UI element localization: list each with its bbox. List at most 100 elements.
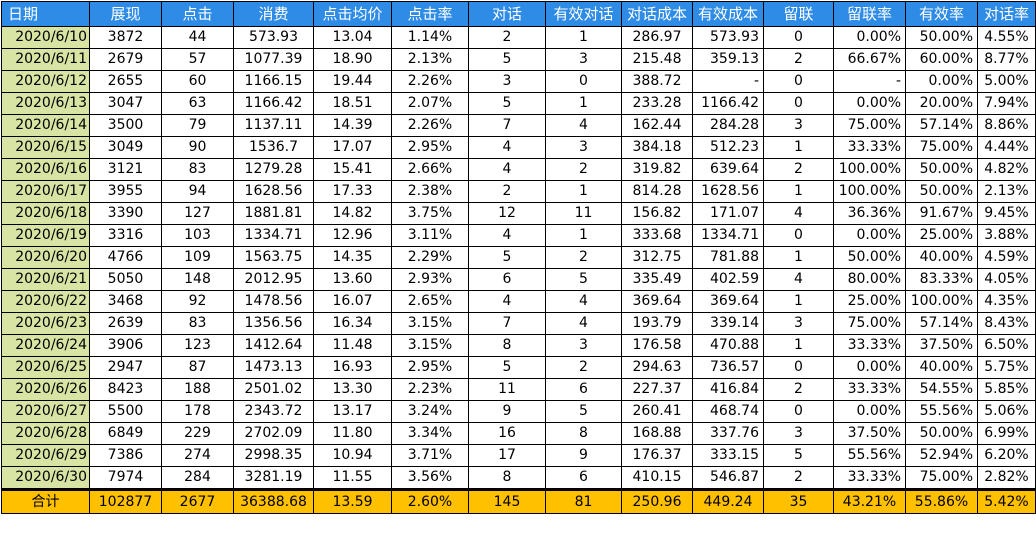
cell-spend: 2012.95	[233, 268, 314, 291]
cell-ctr: 2.23%	[391, 378, 469, 401]
cell-chat-rate: 8.77%	[977, 48, 1036, 71]
cell-chats: 9	[468, 400, 546, 423]
cell-avg-cpc: 13.60	[313, 268, 392, 291]
cell-date: 2020/6/14	[1, 114, 90, 137]
cell-impressions: 2679	[89, 48, 162, 71]
cell-chats: 5	[468, 246, 546, 269]
cell-impressions: 3955	[89, 180, 162, 203]
cell-chat-cost: 260.41	[621, 400, 693, 423]
cell-valid-rate: 57.14%	[905, 312, 978, 335]
total-cell-clicks: 2677	[161, 488, 234, 514]
cell-avg-cpc: 13.17	[313, 400, 392, 423]
cell-valid-cost: 416.84	[692, 378, 764, 401]
cell-ctr: 2.38%	[391, 180, 469, 203]
cell-valid-cost: 402.59	[692, 268, 764, 291]
cell-impressions: 2655	[89, 70, 162, 93]
cell-ctr: 2.07%	[391, 92, 469, 115]
cell-date: 2020/6/19	[1, 224, 90, 247]
cell-impressions: 3121	[89, 158, 162, 181]
total-cell-avg-cpc: 13.59	[313, 488, 392, 514]
cell-leads: 0	[763, 400, 834, 423]
cell-chats: 17	[468, 444, 546, 467]
table-row: 2020/6/12 2655 60 1166.15 19.44 2.26% 3 0 388.72…	[1, 70, 1036, 93]
cell-valid-rate: 83.33%	[905, 268, 978, 291]
cell-ctr: 3.24%	[391, 400, 469, 423]
cell-valid-chats: 5	[545, 400, 622, 423]
cell-date: 2020/6/15	[1, 136, 90, 159]
cell-chat-cost: 333.68	[621, 224, 693, 247]
cell-lead-rate: -	[833, 70, 906, 93]
cell-valid-rate: 0.00%	[905, 70, 978, 93]
cell-valid-rate: 75.00%	[905, 136, 978, 159]
cell-avg-cpc: 10.94	[313, 444, 392, 467]
cell-valid-rate: 25.00%	[905, 224, 978, 247]
cell-date: 2020/6/16	[1, 158, 90, 181]
cell-date: 2020/6/29	[1, 444, 90, 467]
cell-chats: 2	[468, 180, 546, 203]
cell-spend: 1412.64	[233, 334, 314, 357]
cell-lead-rate: 25.00%	[833, 290, 906, 313]
cell-date: 2020/6/28	[1, 422, 90, 445]
table-row: 2020/6/16 3121 83 1279.28 15.41 2.66% 4 2 319.82…	[1, 158, 1036, 181]
cell-valid-rate: 75.00%	[905, 466, 978, 490]
cell-ctr: 2.26%	[391, 70, 469, 93]
cell-chats: 12	[468, 202, 546, 225]
cell-valid-rate: 37.50%	[905, 334, 978, 357]
cell-valid-cost: 546.87	[692, 466, 764, 490]
cell-ctr: 1.14%	[391, 26, 469, 49]
column-header-leads: 留联	[763, 1, 834, 27]
cell-valid-cost: 1334.71	[692, 224, 764, 247]
cell-chat-cost: 227.37	[621, 378, 693, 401]
column-header-chat-cost: 对话成本	[621, 1, 693, 27]
cell-avg-cpc: 18.90	[313, 48, 392, 71]
cell-valid-cost: 573.93	[692, 26, 764, 49]
cell-valid-chats: 1	[545, 92, 622, 115]
cell-date: 2020/6/18	[1, 202, 90, 225]
cell-valid-chats: 2	[545, 246, 622, 269]
cell-spend: 2998.35	[233, 444, 314, 467]
cell-impressions: 3047	[89, 92, 162, 115]
cell-valid-chats: 4	[545, 114, 622, 137]
cell-chats: 8	[468, 334, 546, 357]
cell-valid-cost: 171.07	[692, 202, 764, 225]
cell-impressions: 3906	[89, 334, 162, 357]
column-header-valid-chats: 有效对话	[545, 1, 622, 27]
cell-chat-rate: 5.00%	[977, 70, 1036, 93]
cell-avg-cpc: 12.96	[313, 224, 392, 247]
cell-lead-rate: 0.00%	[833, 92, 906, 115]
data-table: 日期 展现 点击 消费 点击均价 点击率 对话 有效对话 对话成本 有效成本 留联 留联率 有效率 对话率…	[1, 1, 1036, 514]
cell-date: 2020/6/27	[1, 400, 90, 423]
column-header-clicks: 点击	[161, 1, 234, 27]
cell-valid-rate: 100.00%	[905, 290, 978, 313]
cell-chat-cost: 294.63	[621, 356, 693, 379]
cell-date: 2020/6/10	[1, 26, 90, 49]
table-row: 2020/6/18 3390 127 1881.81 14.82 3.75% 12 11 156…	[1, 202, 1036, 225]
column-header-spend: 消费	[233, 1, 314, 27]
cell-chat-rate: 4.05%	[977, 268, 1036, 291]
cell-valid-cost: 781.88	[692, 246, 764, 269]
cell-chat-cost: 319.82	[621, 158, 693, 181]
cell-date: 2020/6/12	[1, 70, 90, 93]
cell-leads: 2	[763, 378, 834, 401]
cell-valid-chats: 5	[545, 268, 622, 291]
table-row: 2020/6/29 7386 274 2998.35 10.94 3.71% 17 9 176.…	[1, 444, 1036, 467]
cell-avg-cpc: 14.82	[313, 202, 392, 225]
cell-chat-rate: 7.94%	[977, 92, 1036, 115]
cell-leads: 1	[763, 334, 834, 357]
cell-clicks: 188	[161, 378, 234, 401]
cell-valid-cost: 333.15	[692, 444, 764, 467]
cell-spend: 3281.19	[233, 466, 314, 490]
cell-valid-rate: 50.00%	[905, 422, 978, 445]
cell-impressions: 5050	[89, 268, 162, 291]
cell-valid-rate: 91.67%	[905, 202, 978, 225]
cell-impressions: 3500	[89, 114, 162, 137]
cell-chat-cost: 369.64	[621, 290, 693, 313]
cell-spend: 1628.56	[233, 180, 314, 203]
cell-lead-rate: 75.00%	[833, 114, 906, 137]
cell-valid-rate: 40.00%	[905, 356, 978, 379]
cell-spend: 2343.72	[233, 400, 314, 423]
cell-chat-rate: 2.13%	[977, 180, 1036, 203]
cell-valid-chats: 6	[545, 466, 622, 490]
cell-date: 2020/6/30	[1, 466, 90, 490]
cell-valid-cost: 1628.56	[692, 180, 764, 203]
